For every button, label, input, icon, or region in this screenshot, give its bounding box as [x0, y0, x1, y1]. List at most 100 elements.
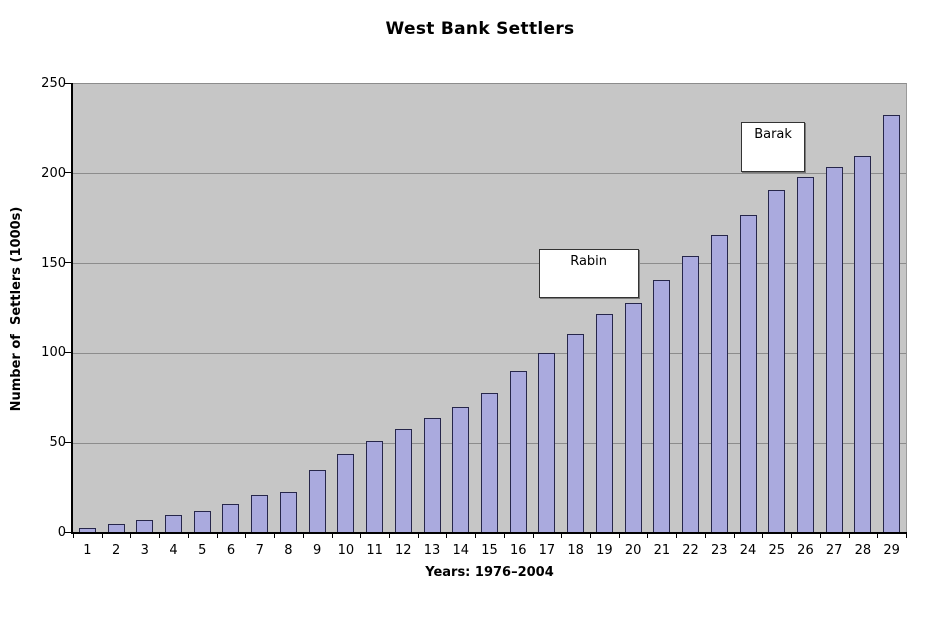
x-tick-label-15: 15	[481, 543, 498, 558]
y-tick-100	[65, 351, 71, 353]
annotation-rabin: Rabin	[538, 248, 639, 298]
y-axis-title: Number of Settlers (1000s)	[9, 206, 24, 412]
x-tick-label-5: 5	[198, 543, 207, 558]
x-tick-label-4: 4	[169, 543, 178, 558]
bar-year-29	[883, 114, 901, 533]
x-tick-3	[159, 533, 161, 538]
annotation-barak: Barak	[741, 122, 806, 173]
bar-year-12	[394, 428, 412, 533]
x-tick-11	[388, 533, 390, 538]
x-tick-2	[130, 533, 132, 538]
x-tick-28	[877, 533, 879, 538]
x-axis-title: Years: 1976–2004	[425, 565, 554, 580]
bar-year-3	[136, 520, 154, 533]
bar-year-26	[796, 177, 814, 533]
bar-year-27	[825, 166, 843, 533]
x-tick-label-2: 2	[111, 543, 121, 558]
x-tick-22	[704, 533, 706, 538]
x-tick-label-28: 28	[854, 543, 872, 558]
x-tick-17	[561, 533, 563, 538]
gridline-200	[73, 173, 906, 175]
x-tick-10	[360, 533, 362, 538]
x-tick-6	[245, 533, 247, 538]
bar-year-23	[710, 234, 728, 533]
x-tick-label-11: 11	[366, 543, 383, 558]
x-tick-label-1: 1	[83, 543, 92, 558]
y-tick-label-250: 250	[41, 76, 66, 91]
x-tick-0	[73, 533, 74, 538]
y-tick-label-100: 100	[41, 345, 66, 361]
bar-year-13	[423, 418, 441, 533]
x-tick-29	[906, 533, 907, 538]
x-tick-label-12: 12	[395, 543, 412, 558]
bar-year-10	[337, 453, 355, 533]
x-tick-label-25: 25	[768, 543, 785, 558]
x-tick-8	[302, 533, 304, 538]
x-tick-14	[475, 533, 477, 538]
x-tick-label-21: 21	[653, 543, 671, 558]
bar-year-24	[739, 215, 757, 533]
plot-area: Rabin Barak	[73, 83, 907, 533]
x-tick-16	[532, 533, 534, 538]
x-tick-label-3: 3	[140, 543, 149, 558]
bar-year-21	[653, 279, 671, 533]
x-tick-26	[819, 533, 821, 538]
x-tick-24	[762, 533, 764, 538]
x-tick-label-27: 27	[825, 543, 843, 558]
x-tick-label-22: 22	[682, 543, 699, 558]
x-tick-label-23: 23	[711, 543, 728, 558]
x-tick-label-10: 10	[337, 543, 355, 558]
bar-year-22	[682, 256, 700, 533]
x-tick-13	[446, 533, 448, 538]
x-tick-12	[417, 533, 419, 538]
bar-year-17	[538, 353, 556, 533]
x-tick-label-18: 18	[567, 543, 584, 558]
bar-year-2	[107, 524, 125, 533]
x-tick-label-13: 13	[423, 543, 441, 558]
x-tick-label-17: 17	[538, 543, 556, 558]
x-tick-label-7: 7	[255, 543, 264, 558]
x-tick-label-14: 14	[452, 543, 470, 558]
bar-year-6	[222, 504, 240, 533]
x-tick-label-20: 20	[624, 543, 642, 558]
bar-year-7	[251, 495, 269, 533]
x-tick-5	[216, 533, 218, 538]
x-tick-27	[848, 533, 850, 538]
bar-year-8	[279, 491, 297, 533]
x-tick-label-26: 26	[797, 543, 814, 558]
bar-year-28	[854, 155, 872, 533]
bar-year-16	[509, 371, 527, 533]
x-tick-15	[503, 533, 505, 538]
bar-year-14	[452, 407, 470, 533]
bar-year-15	[481, 392, 498, 533]
y-tick-label-0: 0	[57, 525, 66, 540]
x-tick-18	[590, 533, 592, 538]
y-tick-50	[65, 441, 71, 443]
bar-year-4	[165, 515, 183, 533]
x-tick-7	[274, 533, 276, 538]
x-tick-label-6: 6	[226, 543, 236, 558]
bar-year-19	[595, 313, 613, 533]
y-tick-150	[65, 262, 71, 264]
y-tick-label-150: 150	[41, 255, 66, 271]
x-tick-9	[331, 533, 333, 538]
y-tick-label-200: 200	[41, 165, 66, 181]
annotation-label-rabin: Rabin	[570, 253, 608, 269]
x-tick-23	[733, 533, 735, 538]
y-tick-200	[65, 172, 71, 174]
y-tick-0	[65, 531, 71, 533]
x-tick-label-8: 8	[284, 543, 293, 558]
chart-title: West Bank Settlers	[385, 19, 575, 39]
x-tick-20	[647, 533, 649, 538]
x-tick-19	[618, 533, 620, 538]
gridline-100	[73, 352, 906, 354]
bar-year-1	[78, 527, 96, 533]
bar-year-5	[193, 511, 211, 533]
bar-year-25	[768, 189, 786, 533]
y-axis-line	[71, 83, 73, 533]
y-tick-label-50: 50	[49, 435, 66, 451]
gridline-150	[73, 263, 906, 265]
bar-year-11	[366, 441, 384, 533]
bar-year-9	[308, 470, 326, 533]
y-tick-250	[65, 82, 71, 84]
